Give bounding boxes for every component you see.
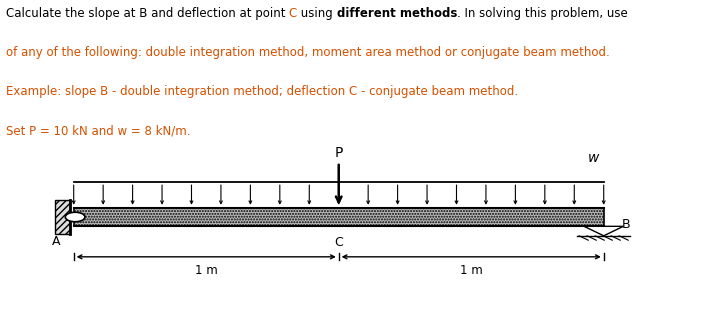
Text: Set P = 10 kN and w = 8 kN/m.: Set P = 10 kN and w = 8 kN/m. (6, 125, 190, 138)
Text: of any of the following: double integration method, moment area method or conjug: of any of the following: double integrat… (6, 46, 609, 59)
Circle shape (65, 212, 85, 222)
Text: C: C (334, 236, 343, 249)
Text: P: P (335, 146, 343, 160)
Text: Calculate the slope at B and deflection at point: Calculate the slope at B and deflection … (6, 7, 289, 20)
Text: w: w (588, 151, 599, 165)
Text: 1 m: 1 m (195, 264, 218, 277)
Bar (74, 208, 604, 226)
Text: different methods: different methods (337, 7, 457, 20)
Text: . In solving this problem, use: . In solving this problem, use (457, 7, 628, 20)
Text: Example: slope B - double integration method; deflection C - conjugate beam meth: Example: slope B - double integration me… (6, 85, 518, 98)
Text: B: B (621, 218, 630, 231)
Polygon shape (584, 226, 623, 236)
Text: A: A (52, 235, 60, 248)
Text: C: C (289, 7, 297, 20)
Bar (55, 200, 70, 234)
Text: 1 m: 1 m (460, 264, 482, 277)
Text: using: using (297, 7, 337, 20)
